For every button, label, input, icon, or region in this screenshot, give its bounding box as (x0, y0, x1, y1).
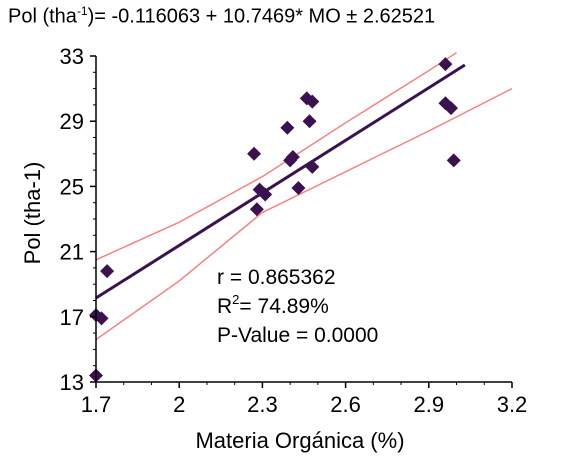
stat-r2-value: 74.89% (258, 295, 329, 318)
data-points (89, 57, 461, 383)
x-tick-label-2: 2.3 (247, 392, 278, 417)
confidence-band (95, 52, 513, 341)
tick-labels: 1.7 2 2.3 2.6 2.9 3.2 13 17 21 25 29 33 (60, 44, 528, 417)
data-point-13 (305, 94, 320, 109)
regression-line-group (95, 63, 466, 300)
x-tick-label-0: 1.7 (81, 392, 112, 417)
data-point-2 (94, 311, 109, 326)
stat-r2-eq: = (239, 295, 257, 318)
stat-r: r = 0.865362 (217, 266, 336, 289)
stat-r2: R2= 74.89% (217, 292, 329, 318)
y-tick-label-1: 17 (60, 305, 84, 330)
y-axis-label: Pol (tha-1) (20, 162, 45, 265)
confidence-band-lower (95, 87, 513, 341)
y-tick-label-0: 13 (60, 370, 84, 395)
y-tick-label-4: 29 (60, 109, 84, 134)
x-tick-label-1: 2 (173, 392, 185, 417)
statistics-box: r = 0.865362 R2= 74.89% P-Value = 0.0000 (217, 266, 378, 347)
title-equation: )= -0.116063 + 10.7469* MO ± 2.62521 (87, 5, 436, 28)
stat-pvalue-label: P-Value = (217, 324, 314, 347)
title-superscript: -1 (76, 4, 88, 18)
data-point-7 (258, 187, 273, 202)
confidence-band-upper (95, 52, 457, 261)
stat-pvalue: P-Value = 0.0000 (217, 324, 378, 347)
data-point-18 (443, 101, 458, 116)
data-point-10 (285, 150, 300, 165)
chart-title: Pol (tha-1)= -0.116063 + 10.7469* MO ± 2… (8, 4, 435, 29)
data-point-5 (249, 202, 264, 217)
stat-r-value: 0.865362 (248, 266, 336, 289)
axes (90, 55, 513, 388)
stat-pvalue-value: 0.0000 (314, 324, 378, 347)
x-tick-label-3: 2.6 (330, 392, 361, 417)
data-point-4 (247, 146, 262, 161)
x-tick-label-5: 3.2 (497, 392, 528, 417)
data-point-8 (280, 120, 295, 135)
title-prefix: Pol (tha (8, 5, 77, 28)
y-tick-label-3: 25 (60, 174, 84, 199)
data-point-14 (302, 114, 317, 129)
stat-r2-label: R (217, 295, 232, 318)
data-point-15 (305, 159, 320, 174)
y-tick-label-2: 21 (60, 240, 84, 265)
data-point-19 (446, 153, 461, 168)
y-tick-label-5: 33 (60, 44, 84, 69)
x-tick-label-4: 2.9 (414, 392, 445, 417)
x-axis-label: Materia Orgánica (%) (195, 428, 404, 453)
stat-r2-sup: 2 (232, 292, 239, 307)
data-point-3 (100, 264, 115, 279)
data-point-16 (438, 57, 453, 72)
data-point-11 (291, 181, 306, 196)
stat-r-label: r = (217, 266, 248, 289)
regression-line (95, 63, 466, 300)
